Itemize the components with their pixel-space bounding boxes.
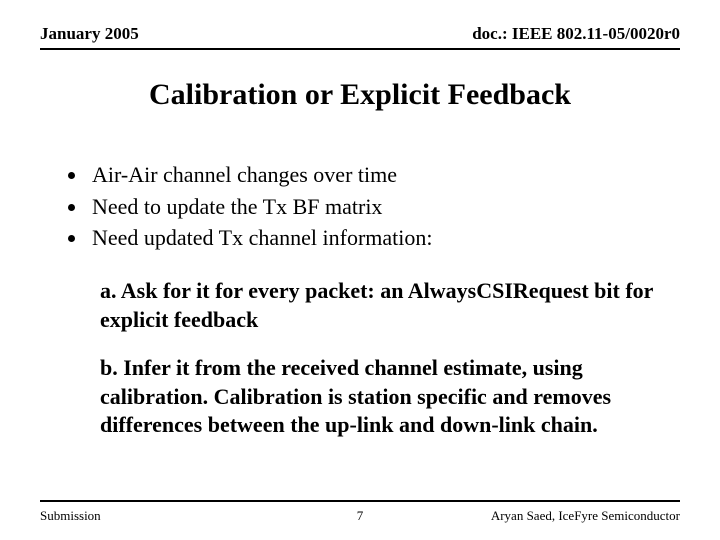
header-date: January 2005: [40, 24, 139, 44]
bullet-item: Need updated Tx channel information:: [88, 223, 660, 253]
bullet-item: Air-Air channel changes over time: [88, 160, 660, 190]
bullet-list: Air-Air channel changes over time Need t…: [88, 160, 660, 253]
slide-header: January 2005 doc.: IEEE 802.11-05/0020r0: [0, 0, 720, 48]
footer-page-number: 7: [357, 508, 364, 524]
header-rule: [40, 48, 680, 50]
footer-rule: [40, 500, 680, 502]
sub-item-b: b. Infer it from the received channel es…: [100, 354, 660, 440]
header-doc-number: doc.: IEEE 802.11-05/0020r0: [472, 24, 680, 44]
slide-footer: Submission 7 Aryan Saed, IceFyre Semicon…: [40, 508, 680, 524]
sub-item-a: a. Ask for it for every packet: an Alway…: [100, 277, 660, 334]
slide-title: Calibration or Explicit Feedback: [0, 78, 720, 112]
footer-left: Submission: [40, 508, 101, 524]
bullet-item: Need to update the Tx BF matrix: [88, 192, 660, 222]
footer-author: Aryan Saed, IceFyre Semiconductor: [491, 508, 680, 524]
